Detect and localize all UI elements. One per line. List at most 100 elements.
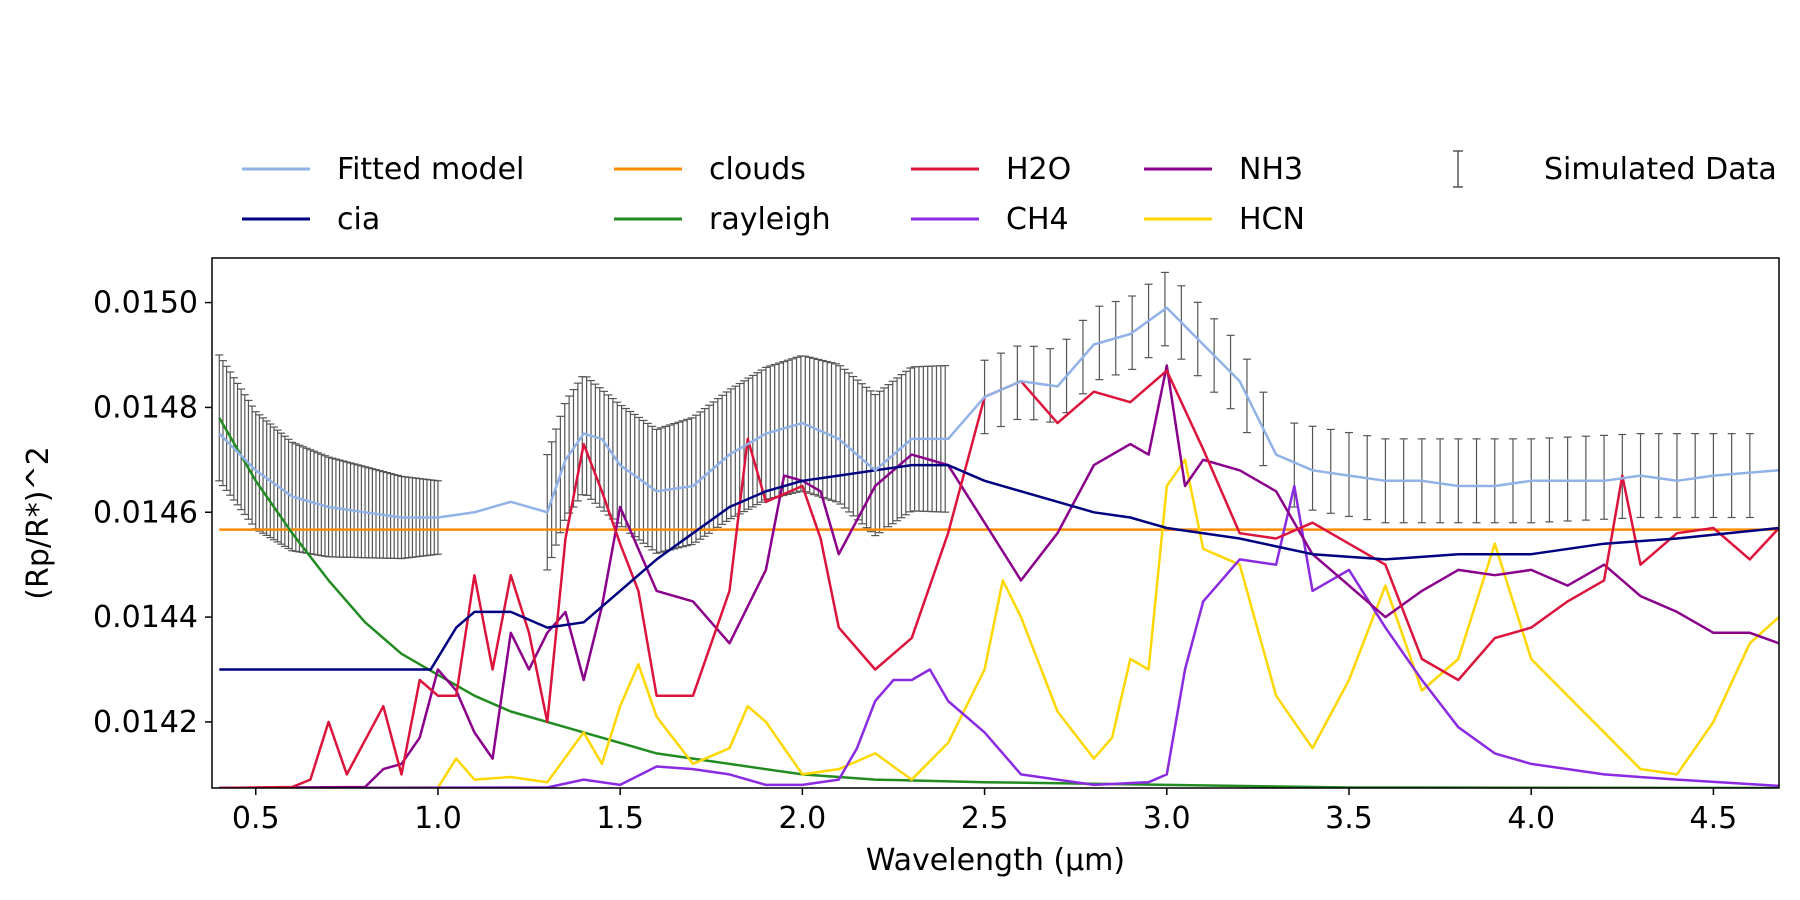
x-axis: 0.5 1.0 1.5 2.0 2.5 3.0 3.5 4.0 4.5: [232, 788, 1737, 836]
errorbar-point: [866, 390, 875, 533]
x-tick-label: 1.5: [596, 801, 644, 836]
x-tick-label: 2.0: [778, 801, 826, 836]
y-tick-label: 0.0144: [93, 600, 198, 635]
x-tick-label: 3.5: [1325, 801, 1373, 836]
errorbar-point: [836, 365, 845, 505]
errorbar-point: [678, 420, 687, 548]
series-line-nh3: [219, 364, 1779, 788]
errorbar-point: [875, 390, 884, 534]
errorbar-point: [1472, 438, 1481, 524]
errorbar-point: [244, 399, 253, 520]
y-tick-label: 0.0148: [93, 390, 198, 425]
y-tick-label: 0.0142: [93, 705, 198, 740]
legend-entry-hcn: HCN: [1144, 202, 1305, 237]
x-tick-label: 4.0: [1507, 801, 1555, 836]
errorbar-point: [215, 354, 224, 482]
errorbar-point: [1436, 438, 1445, 524]
errorbar-point: [893, 377, 902, 522]
legend-entry-ch4: CH4: [911, 202, 1069, 237]
errorbar-point: [810, 357, 819, 496]
errorbar-point: [226, 371, 235, 496]
legend-label: Simulated Data: [1544, 152, 1777, 187]
errorbar-point: [1581, 435, 1590, 521]
errorbar-point: [1654, 433, 1663, 519]
errorbar-point: [845, 372, 854, 513]
series-line-fitted-model: [218, 306, 1779, 519]
legend-label: H2O: [1006, 152, 1071, 187]
y-tick-label: 0.0146: [93, 495, 198, 530]
legend-entry-nh3: NH3: [1144, 152, 1303, 187]
x-tick-label: 2.5: [961, 801, 1009, 836]
errorbar-point: [1672, 433, 1681, 519]
errorbar-point: [1308, 425, 1317, 511]
legend-entry-h2o: H2O: [911, 152, 1071, 187]
errorbar-point: [871, 393, 880, 537]
x-tick-label: 1.0: [414, 801, 462, 836]
errorbar-point: [233, 382, 242, 506]
errorbar-point: [687, 417, 696, 546]
errorbar-point: [853, 379, 862, 521]
errorbar-point: [604, 394, 613, 516]
errorbar-point: [1326, 428, 1335, 514]
legend-label: Fitted model: [337, 152, 524, 187]
legend-entry-rayleigh: rayleigh: [614, 202, 831, 237]
legend-entry-fitted-model: Fitted model: [242, 152, 524, 187]
legend: Fitted model cia clouds rayleigh H2O CH4 NH3 HC…: [242, 150, 1777, 237]
plot-area: [215, 271, 1779, 788]
errorbar-point: [831, 363, 840, 503]
errorbar-point: [591, 383, 600, 504]
errorbar-layer: [215, 271, 1754, 571]
legend-label: rayleigh: [709, 202, 831, 237]
legend-label: CH4: [1006, 202, 1069, 237]
y-axis: 0.0142 0.0144 0.0146 0.0148 0.0150: [93, 286, 212, 740]
errorbar-point: [713, 398, 722, 528]
errorbar-point: [582, 376, 591, 496]
legend-entry-simulated-data: Simulated Data: [1453, 150, 1777, 188]
errorbar-point: [674, 421, 683, 549]
errorbar-point: [586, 379, 595, 500]
plot-frame: [211, 257, 1780, 789]
line-layer: [218, 306, 1779, 788]
errorbar-point: [1563, 436, 1572, 522]
errorbar-point: [229, 377, 238, 501]
legend-label: NH3: [1239, 152, 1303, 187]
errorbar-point: [1600, 434, 1609, 520]
errorbar-point: [840, 368, 849, 509]
errorbar-point: [705, 404, 714, 534]
errorbar-point: [600, 390, 609, 512]
legend-entry-clouds: clouds: [614, 152, 806, 187]
legend-label: cia: [337, 202, 380, 237]
legend-entry-cia: cia: [242, 202, 380, 237]
errorbar-point: [700, 407, 709, 537]
errorbar-point: [240, 394, 249, 516]
errorbar-point: [683, 418, 692, 547]
errorbar-point: [696, 411, 705, 540]
errorbar-point: [595, 387, 604, 508]
errorbar-point: [1454, 438, 1463, 524]
errorbar-point: [888, 380, 897, 525]
legend-label: clouds: [709, 152, 806, 187]
errorbar-point: [1691, 433, 1700, 519]
series-line-hcn: [219, 458, 1779, 788]
series-line-h2o: [219, 369, 1779, 788]
x-tick-label: 4.5: [1690, 801, 1738, 836]
errorbar-point: [608, 397, 617, 520]
legend-label: HCN: [1239, 202, 1305, 237]
y-axis-title: (Rp/R*)^2: [21, 446, 56, 599]
x-tick-label: 0.5: [232, 801, 280, 836]
errorbar-point: [665, 424, 674, 551]
errorbar-point: [1508, 438, 1517, 524]
errorbar-point: [1490, 438, 1499, 524]
errorbar-point: [884, 383, 893, 528]
errorbar-point: [691, 414, 700, 543]
errorbar-point: [237, 388, 246, 511]
series-line-ch4: [219, 484, 1779, 788]
y-tick-label: 0.0150: [93, 286, 198, 321]
errorbar-point: [858, 383, 867, 525]
x-axis-title: Wavelength (μm): [866, 843, 1125, 878]
errorbar-point: [1745, 433, 1754, 519]
series-line-cia: [219, 463, 1779, 671]
errorbar-point: [849, 375, 858, 517]
x-tick-label: 3.0: [1143, 801, 1191, 836]
